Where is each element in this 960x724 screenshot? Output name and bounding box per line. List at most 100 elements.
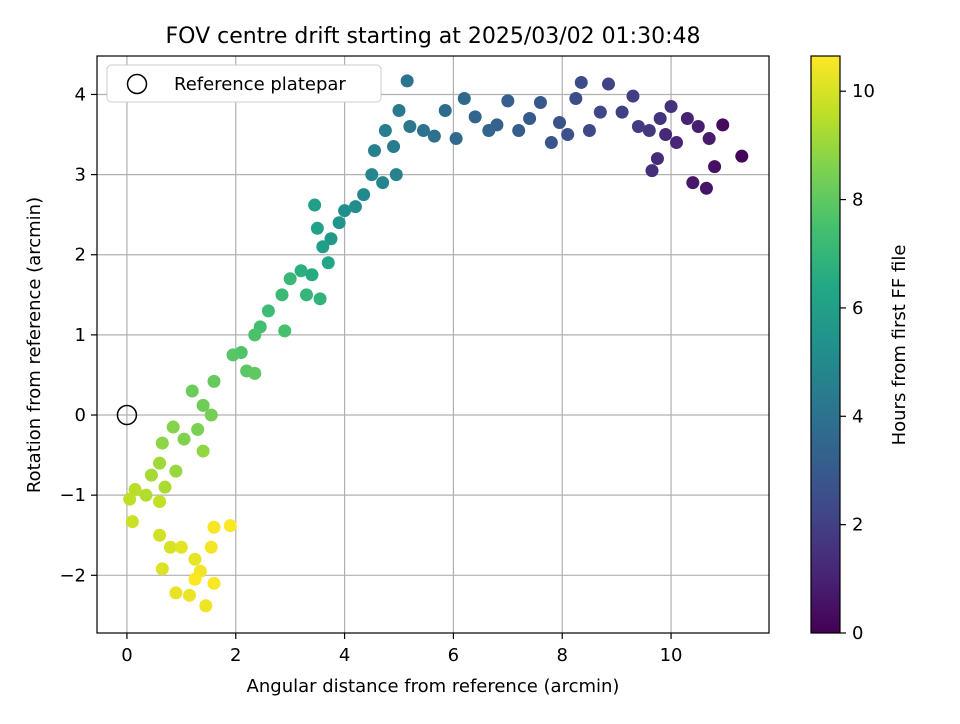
data-point (501, 94, 515, 108)
data-point (468, 110, 482, 124)
data-point (368, 144, 382, 158)
colorbar-label: Hours from first FF file (889, 245, 910, 446)
data-point (357, 188, 371, 202)
data-point (169, 464, 183, 478)
data-point (574, 75, 588, 89)
y-tick-label: −1 (59, 485, 86, 506)
x-tick-label: 2 (230, 645, 241, 666)
data-point (416, 124, 430, 138)
x-tick-label: 8 (557, 645, 568, 666)
colorbar-tick-label: 10 (852, 81, 875, 102)
data-point (553, 116, 567, 130)
data-point (457, 91, 471, 105)
data-point (523, 112, 537, 126)
data-point (686, 176, 700, 190)
data-point (207, 520, 221, 534)
data-point (196, 444, 210, 458)
data-point (155, 562, 169, 576)
data-point (650, 152, 664, 166)
chart-title: FOV centre drift starting at 2025/03/02 … (166, 24, 701, 49)
data-point (144, 468, 158, 482)
data-point (158, 480, 172, 494)
x-tick-label: 0 (121, 645, 132, 666)
data-point (645, 164, 659, 178)
data-point (659, 128, 673, 142)
data-point (278, 324, 292, 338)
data-point (204, 408, 218, 422)
data-point (669, 136, 683, 150)
data-point (283, 272, 297, 286)
data-point (403, 120, 417, 134)
data-point (582, 124, 596, 138)
y-tick-label: −2 (59, 565, 86, 586)
data-point (512, 124, 526, 138)
colorbar-ticks: 0 2 4 6 8 10 (840, 81, 875, 644)
data-point (716, 118, 730, 132)
data-point (153, 456, 167, 470)
data-point (365, 168, 379, 182)
data-point (321, 256, 335, 270)
colorbar-tick-label: 2 (852, 515, 863, 536)
plot-frame (96, 55, 770, 634)
y-axis-ticks: −2 −1 0 1 2 3 4 (59, 84, 97, 586)
data-points (123, 74, 749, 613)
y-axis-label: Rotation from reference (arcmin) (24, 197, 45, 493)
data-point (153, 528, 167, 542)
y-tick-label: 0 (75, 405, 86, 426)
data-point (400, 74, 414, 88)
data-point (702, 132, 716, 146)
data-point (561, 128, 575, 142)
data-point (123, 492, 137, 506)
data-point (183, 588, 197, 602)
data-point (338, 204, 352, 218)
data-point (735, 149, 749, 163)
data-point (166, 420, 180, 434)
data-point (310, 221, 324, 235)
data-point (427, 129, 441, 143)
data-point (332, 216, 346, 230)
grid (97, 56, 769, 633)
data-point (324, 232, 338, 246)
y-tick-label: 1 (75, 325, 86, 346)
legend-label: Reference platepar (174, 74, 346, 95)
data-point (248, 328, 262, 342)
data-point (169, 586, 183, 600)
data-point (313, 292, 327, 306)
data-point (601, 77, 615, 91)
data-point (275, 288, 289, 302)
data-point (642, 124, 656, 138)
data-point (294, 264, 308, 278)
colorbar-tick-label: 4 (852, 406, 863, 427)
colorbar-tick-label: 6 (852, 298, 863, 319)
data-point (226, 348, 240, 362)
reference-platepar-marker (116, 404, 138, 426)
x-axis-ticks: 0 2 4 6 8 10 (121, 633, 683, 666)
data-point (261, 304, 275, 318)
data-point (139, 488, 153, 502)
data-point (196, 398, 210, 412)
data-point (125, 515, 139, 529)
x-tick-label: 10 (660, 645, 683, 666)
data-point (128, 483, 142, 497)
data-point (631, 120, 645, 134)
x-tick-label: 6 (448, 645, 459, 666)
x-tick-label: 4 (339, 645, 350, 666)
y-tick-label: 2 (75, 245, 86, 266)
y-tick-label: 4 (75, 84, 86, 105)
data-point (438, 103, 452, 117)
data-point (163, 540, 177, 554)
data-point (699, 181, 713, 195)
data-point (207, 576, 221, 590)
data-point (316, 240, 330, 254)
data-point (248, 366, 262, 380)
data-point (533, 95, 547, 109)
data-point (308, 198, 322, 212)
x-axis-label: Angular distance from reference (arcmin) (247, 676, 620, 697)
colorbar-tick-label: 8 (852, 190, 863, 211)
data-point (392, 103, 406, 117)
data-point (664, 99, 678, 113)
data-point (299, 288, 313, 302)
data-point (174, 540, 188, 554)
